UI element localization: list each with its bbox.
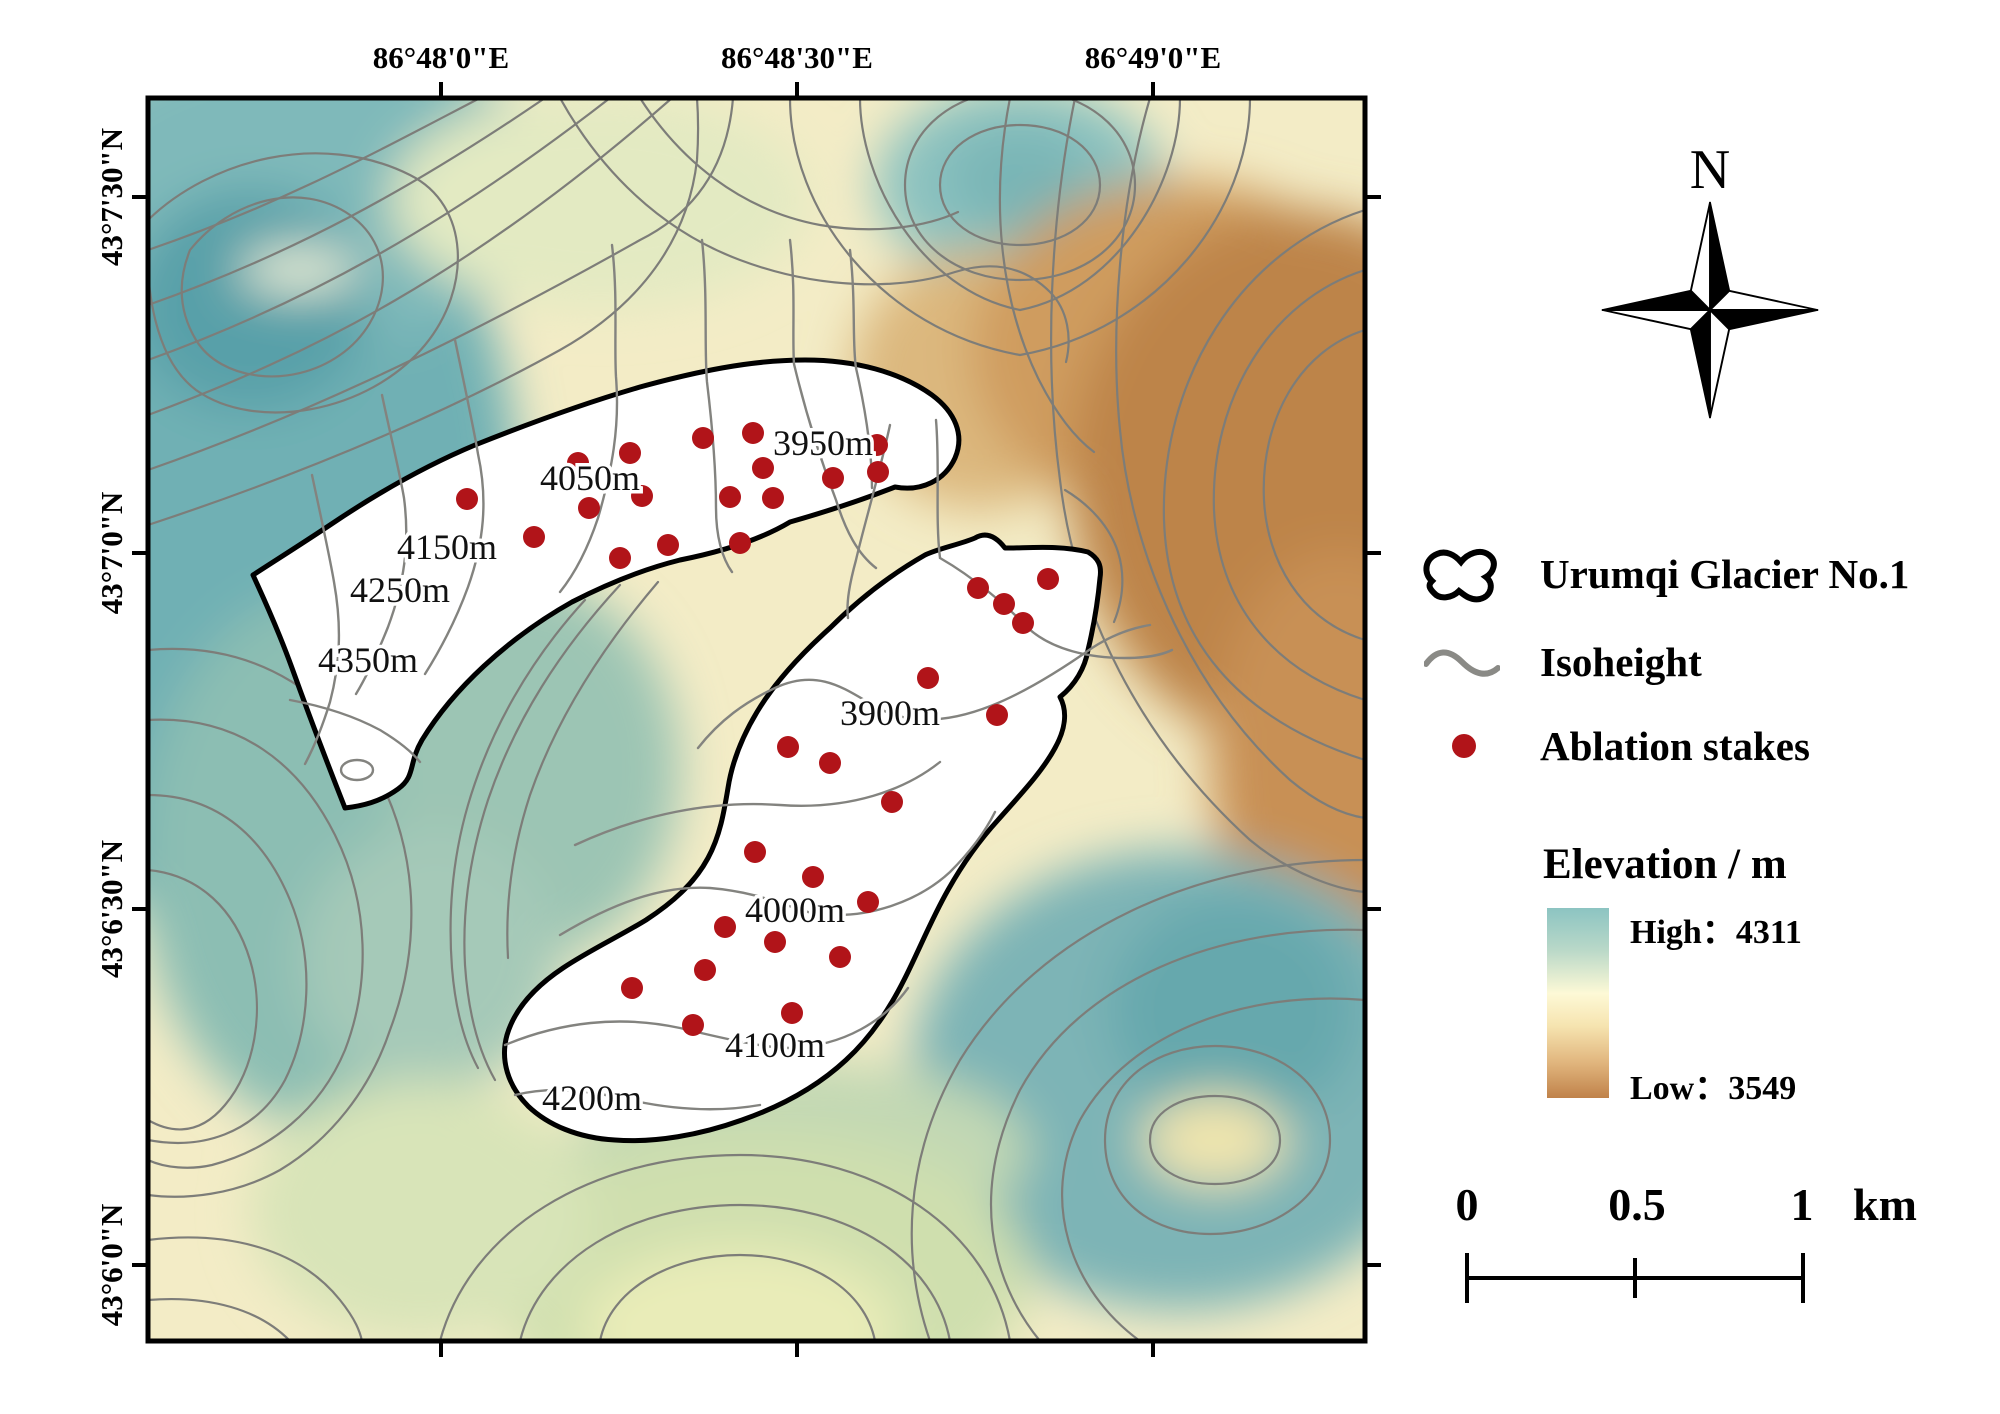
ablation-stake [567, 452, 589, 474]
ablation-stake [657, 534, 679, 556]
contour-label-4100m: 4100m [725, 1025, 825, 1065]
ablation-stake [762, 487, 784, 509]
ablation-stake [866, 434, 888, 456]
latitude-label-3: 43°6'0"N [94, 1204, 129, 1327]
ablation-stake [719, 486, 741, 508]
scalebar-graphic [1465, 1253, 1805, 1303]
ablation-stake [621, 977, 643, 999]
ablation-stake [631, 485, 653, 507]
longitude-label-1: 86°48'30"E [721, 40, 873, 75]
elevation-high-value: 4311 [1735, 914, 1802, 951]
ablation-stake [993, 593, 1015, 615]
ablation-stake [822, 467, 844, 489]
ablation-stake [682, 1014, 704, 1036]
ablation-stake [744, 841, 766, 863]
ablation-stake [619, 442, 641, 464]
elevation-low-label: Low： [1630, 1070, 1729, 1107]
north-label: N [1689, 139, 1731, 201]
ablation-stake [802, 866, 824, 888]
ablation-stake [777, 736, 799, 758]
contour-label-3900m: 3900m [840, 693, 940, 733]
scalebar-label-05: 0.5 [1608, 1179, 1666, 1230]
contour-label-4050m: 4050m [540, 458, 640, 498]
ablation-stake [692, 427, 714, 449]
glacier-west-branch [250, 357, 962, 811]
legend-item-stakes: Ablation stakes [1540, 723, 1810, 769]
ablation-stake [881, 791, 903, 813]
elevation-high-label: High： [1630, 914, 1736, 951]
legend-item-isoheight: Isoheight [1540, 639, 1702, 685]
ablation-stake [1037, 568, 1059, 590]
ablation-stake [694, 959, 716, 981]
ablation-stake [829, 946, 851, 968]
contour-label-4150m: 4150m [397, 527, 497, 567]
elevation-title: Elevation / m [1543, 841, 1787, 888]
elevation-low: Low：3549 [1630, 1060, 1796, 1109]
ablation-stake [523, 526, 545, 548]
ablation-stake [456, 488, 478, 510]
compass-rose-icon [1601, 201, 1819, 419]
ablation-stake-icon [1452, 734, 1476, 758]
ablation-stake [986, 704, 1008, 726]
ablation-stake [578, 497, 600, 519]
ablation-stake [967, 577, 989, 599]
legend-item-glacier: Urumqi Glacier No.1 [1540, 551, 1910, 597]
ablation-stake [609, 547, 631, 569]
ablation-stake [714, 916, 736, 938]
ablation-stake [752, 457, 774, 479]
contour-label-4250m: 4250m [350, 570, 450, 610]
glacier-east-branch [502, 532, 1103, 1144]
ablation-stake [857, 891, 879, 913]
latitude-label-1: 43°7'0"N [94, 492, 129, 615]
ablation-stake [819, 752, 841, 774]
glacier-outline-icon [1423, 549, 1497, 603]
ablation-stake [917, 667, 939, 689]
ablation-stake [781, 1002, 803, 1024]
scalebar-label-1: 1 [1790, 1179, 1814, 1230]
ablation-stake [1012, 612, 1034, 634]
terrain-raster [148, 98, 1365, 1341]
isoheight-icon [1424, 649, 1500, 677]
latitude-label-2: 43°6'30"N [94, 840, 129, 978]
ablation-stake [729, 532, 751, 554]
contour-label-3950m: 3950m [773, 423, 873, 463]
scalebar-label-0: 0 [1455, 1179, 1479, 1230]
latitude-label-0: 43°7'30"N [94, 128, 129, 266]
map-frame [145, 95, 1368, 1344]
longitude-label-0: 86°48'0"E [373, 40, 509, 75]
longitude-label-2: 86°49'0"E [1085, 40, 1221, 75]
ablation-stake [764, 931, 786, 953]
ablation-stakes-layer [456, 422, 1059, 1036]
contour-label-4200m: 4200m [542, 1078, 642, 1118]
elevation-low-value: 3549 [1728, 1070, 1797, 1107]
axes-layer: 86°48'0"E 86°48'30"E 86°49'0"E 43°7'30"N 43°… [94, 40, 1381, 1357]
scalebar-unit: km [1853, 1179, 1917, 1230]
contour-label-4000m: 4000m [745, 890, 845, 930]
contour-label-4350m: 4350m [318, 640, 418, 680]
ablation-stake [867, 461, 889, 483]
elevation-high: High：4311 [1630, 904, 1802, 953]
ablation-stake [742, 422, 764, 444]
elevation-colorbar [1547, 908, 1609, 1098]
glacier-polygons [250, 357, 1103, 1144]
